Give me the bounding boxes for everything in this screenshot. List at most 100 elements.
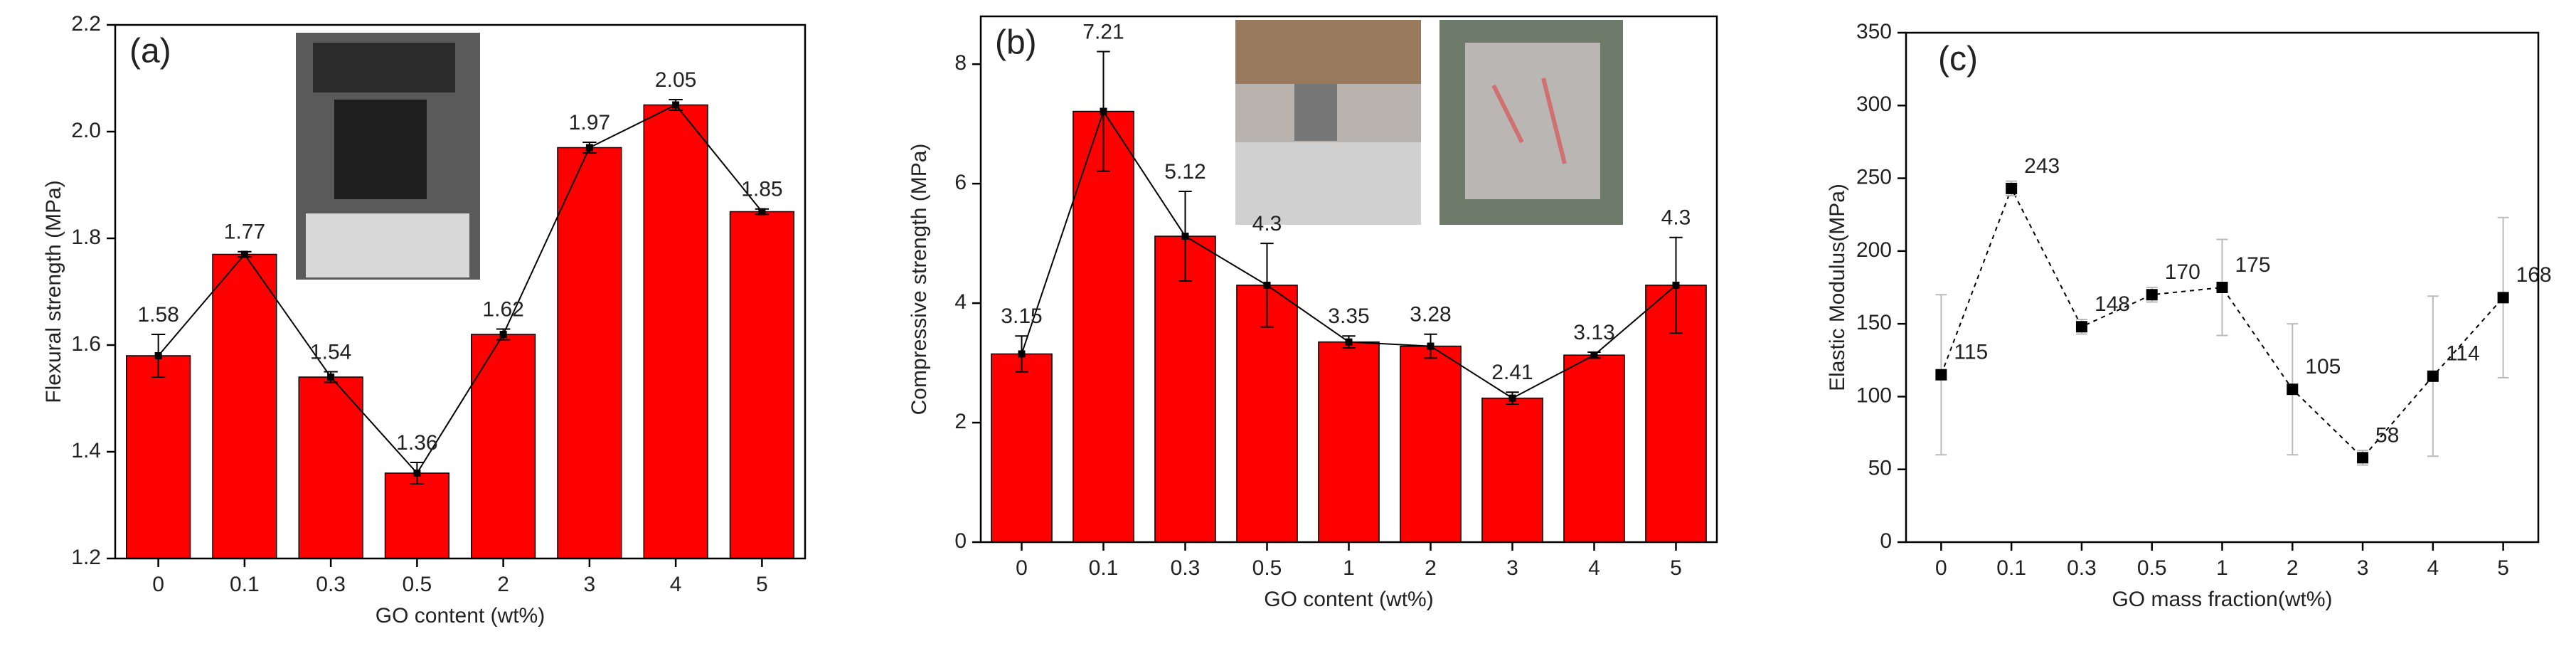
x-tick-label: 1 [1343,556,1355,580]
point [672,101,680,109]
point [1935,369,1947,381]
x-tick-label: 0 [1016,556,1028,580]
x-tick-label: 3 [584,573,596,596]
x-tick-label: 3 [2357,556,2369,580]
y-tick-label: 300 [1856,92,1892,116]
point [1100,107,1107,115]
photo-inset [296,33,480,280]
x-tick-label: 2 [1425,556,1437,580]
bar [1481,397,1543,543]
panel-label: (c) [1938,41,1978,78]
data-label: 2.05 [655,68,696,92]
point [2075,321,2087,333]
x-tick-label: 0.3 [316,573,346,596]
y-axis-title: Elastic Modulus(MPa) [1826,184,1849,391]
x-tick-label: 5 [756,573,768,596]
x-tick-label: 0.3 [2067,556,2097,580]
data-label: 4.3 [1661,206,1691,230]
data-label: 7.21 [1082,20,1124,43]
data-label: 1.85 [741,178,782,201]
point [2497,292,2509,304]
point [1018,350,1026,358]
y-tick-label: 1.8 [71,226,101,249]
point [2216,282,2228,293]
bar [298,376,363,559]
point [1508,394,1516,402]
y-tick-label: 2.0 [71,119,101,142]
data-label: 1.62 [482,297,523,321]
point [154,352,162,359]
x-axis-title: GO content (wt%) [1264,588,1433,611]
point [2287,383,2299,396]
plot-frame [1905,31,2540,544]
x-tick-label: 0.5 [2137,556,2167,580]
bar [384,472,449,559]
connect-line [157,104,763,475]
y-tick-label: 0 [1880,529,1892,553]
y-axis-title: Compressive strength (MPa) [908,144,931,415]
data-label: 148 [2095,292,2130,316]
point [413,470,421,477]
point [585,144,593,152]
x-tick-label: 5 [1670,556,1682,580]
point [758,208,766,216]
x-tick-label: 0.1 [230,573,260,596]
y-tick-label: 100 [1856,383,1892,407]
x-tick-label: 0.1 [1089,556,1119,580]
x-tick-label: 0.5 [1252,556,1282,580]
y-tick-label: 4 [954,290,967,314]
bar [991,353,1053,543]
y-tick-label: 200 [1856,238,1892,262]
y-tick-label: 0 [954,529,967,553]
x-tick-label: 5 [2497,556,2509,580]
data-label: 114 [2446,342,2480,366]
data-label: 243 [2024,154,2060,178]
bar [1154,235,1216,543]
point [327,374,335,381]
x-tick-label: 3 [1506,556,1518,580]
x-axis-title: GO content (wt%) [376,604,545,628]
x-tick-label: 0.1 [1996,556,2026,580]
bar [126,355,191,559]
x-tick-label: 1 [2216,556,2228,580]
y-tick-label: 1.2 [71,546,101,569]
data-label: 1.77 [224,221,265,244]
y-tick-label: 250 [1856,165,1892,189]
x-axis-title: GO mass fraction(wt%) [2112,588,2332,611]
point [2146,289,2158,301]
bar [1563,354,1625,543]
plot-frame [114,23,807,560]
data-label: 1.36 [396,431,437,455]
point [2357,452,2369,464]
data-label: 3.15 [1001,305,1042,328]
bar [557,147,622,559]
data-label: 170 [2165,260,2200,284]
point [1590,351,1598,359]
photo-inset [1439,20,1623,225]
y-tick-label: 50 [1868,457,1892,480]
y-tick-label: 8 [954,51,967,75]
x-tick-label: 0.5 [403,573,432,596]
y-tick-label: 1.4 [71,439,101,462]
y-tick-label: 2.2 [71,12,101,36]
point [1345,338,1353,346]
bar [1400,345,1462,543]
point [1181,233,1189,240]
data-label: 3.28 [1410,303,1451,327]
data-label: 58 [2375,423,2399,447]
data-label: 5.12 [1164,160,1205,184]
point [2006,182,2018,194]
x-tick-label: 0 [152,573,164,596]
point [2427,370,2439,382]
data-label: 2.41 [1491,361,1533,384]
bar [471,334,536,559]
data-label: 1.97 [569,111,610,134]
y-tick-label: 150 [1856,311,1892,334]
bar [1318,341,1380,543]
photo-inset [1235,20,1421,225]
panel-label: (b) [995,24,1037,62]
point [499,331,507,338]
bar [729,211,794,559]
data-label: 105 [2305,355,2341,378]
